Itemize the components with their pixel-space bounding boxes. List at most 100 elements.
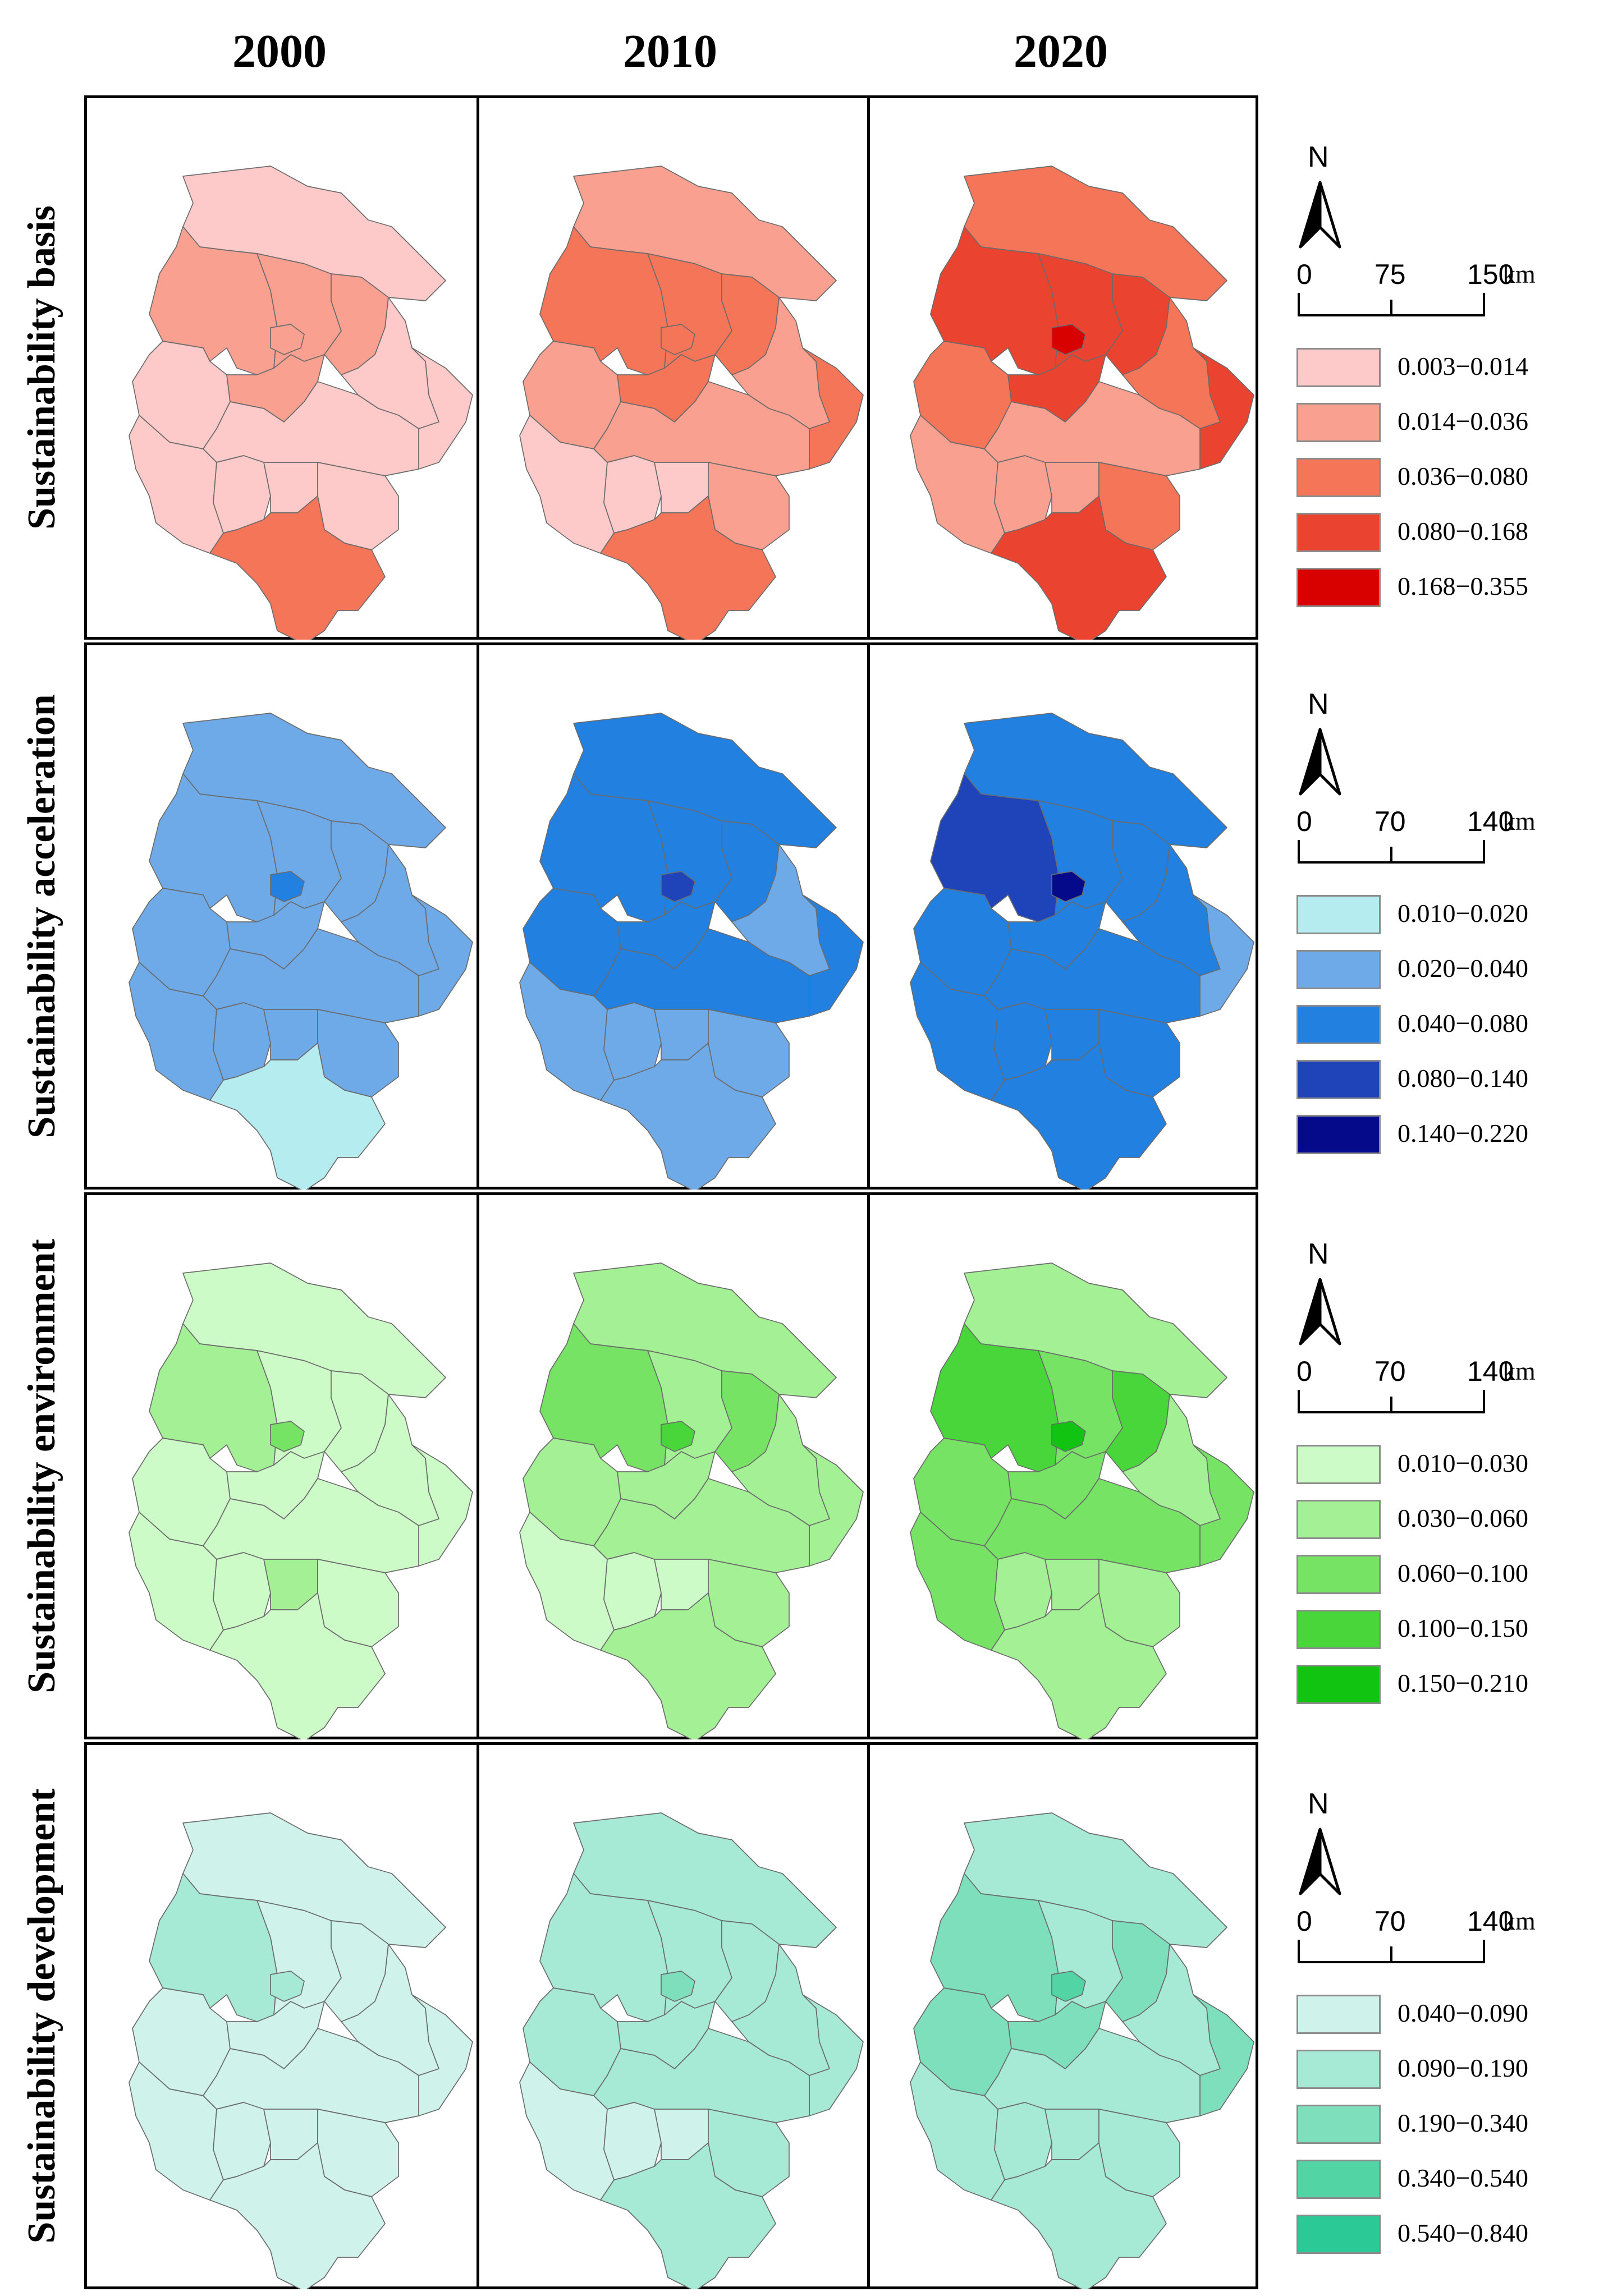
- scale-tick: [1298, 1390, 1300, 1413]
- region-northwest: [930, 773, 1059, 922]
- region-northwest: [539, 1873, 668, 2022]
- legend-swatch: [1296, 2160, 1381, 2199]
- scale-tick-label: 0: [1296, 259, 1312, 290]
- region-city-center: [1051, 1971, 1086, 2002]
- legend-range-label: 0.100−0.150: [1398, 1614, 1528, 1642]
- legend-swatch: [1296, 2050, 1381, 2089]
- panel-divider: [476, 645, 479, 1187]
- region-northwest: [539, 226, 668, 375]
- scale-tick: [1483, 840, 1485, 864]
- legend-acceleration: N 0 70 140 km 0.010−0.020 0.020−0.040 0.040−0.0…: [1285, 687, 1588, 1181]
- legend-swatch: [1296, 1445, 1381, 1484]
- scale-bar: 0 75 150 km: [1296, 258, 1545, 331]
- legend-swatch: [1296, 458, 1381, 497]
- legend-swatch: [1296, 403, 1381, 442]
- region-far-south: [600, 1592, 776, 1739]
- region-far-south: [209, 2142, 386, 2289]
- legend-range-label: 0.020−0.040: [1398, 954, 1528, 982]
- north-arrow-icon: [1299, 728, 1341, 796]
- map-acceleration-2020: [910, 713, 1254, 1190]
- panel-divider: [476, 98, 479, 637]
- map-environment-2000: [129, 1262, 473, 1739]
- row-label-acceleration: Sustainability acceleration: [20, 694, 63, 1138]
- map-environment-2020: [910, 1262, 1254, 1739]
- scale-tick-label: 140: [1467, 806, 1514, 837]
- scale-tick: [1483, 1940, 1485, 1963]
- region-far-south: [209, 1592, 386, 1739]
- panel-divider: [867, 1745, 870, 2286]
- map-development-2010: [519, 1812, 864, 2289]
- legend-swatch: [1296, 2215, 1381, 2254]
- legend-environment: N 0 70 140 km 0.010−0.030 0.030−0.060 0.060−0.1…: [1285, 1237, 1588, 1731]
- map-basis-2020: [910, 166, 1254, 640]
- scale-tick: [1298, 840, 1300, 864]
- scale-tick-label: 140: [1467, 1356, 1514, 1387]
- legend-range-label: 0.060−0.100: [1398, 1559, 1528, 1587]
- map-acceleration-2010: [519, 713, 864, 1190]
- scale-tick: [1483, 293, 1485, 316]
- north-arrow: N: [1298, 1237, 1365, 1383]
- map-basis-2010: [519, 166, 864, 640]
- row-label-basis: Sustainability basis: [20, 205, 63, 530]
- legend-swatch: [1296, 950, 1381, 989]
- scale-bar: 0 70 140 km: [1296, 1905, 1545, 1978]
- legend-range-label: 0.150−0.210: [1398, 1669, 1528, 1697]
- north-label: N: [1308, 688, 1329, 720]
- map-development-2020: [910, 1812, 1254, 2289]
- panel-divider: [476, 1745, 479, 2286]
- region-northwest: [539, 1323, 668, 1472]
- legend-swatch: [1296, 568, 1381, 607]
- scale-tick-label: 75: [1375, 259, 1406, 290]
- legend-range-label: 0.340−0.540: [1398, 2164, 1528, 2192]
- scale-tick-label: 70: [1375, 806, 1406, 837]
- north-arrow-icon: [1299, 181, 1341, 249]
- north-arrow-icon: [1299, 1827, 1341, 1895]
- legend-swatch: [1296, 1500, 1381, 1539]
- scale-bar: 0 70 140 km: [1296, 805, 1545, 878]
- region-city-center: [1051, 324, 1086, 355]
- legend-range-label: 0.003−0.014: [1398, 352, 1528, 380]
- legend-range-label: 0.168−0.355: [1398, 572, 1528, 600]
- region-far-south: [600, 2142, 776, 2289]
- scale-tick: [1390, 847, 1392, 864]
- region-far-south: [600, 1043, 776, 1190]
- scale-tick: [1483, 1390, 1485, 1413]
- scale-tick: [1390, 1946, 1392, 1963]
- north-label: N: [1308, 1788, 1329, 1820]
- region-city-center: [1051, 1421, 1086, 1452]
- panel-divider: [867, 98, 870, 637]
- region-city-center: [1051, 871, 1086, 902]
- region-northwest: [149, 226, 278, 375]
- legend-development: N 0 70 140 km 0.040−0.090 0.090−0.190 0.190−0.3…: [1285, 1787, 1588, 2281]
- scale-tick: [1298, 293, 1300, 316]
- scale-unit: km: [1502, 1357, 1536, 1385]
- legend-swatch: [1296, 1665, 1381, 1704]
- column-year-2000: 2000: [232, 25, 327, 77]
- region-far-south: [600, 495, 776, 640]
- region-northwest: [930, 1873, 1059, 2022]
- region-northwest: [149, 1873, 278, 2022]
- legend-swatch: [1296, 895, 1381, 934]
- scale-line: [1298, 1961, 1485, 1963]
- column-year-2020: 2020: [1014, 25, 1108, 77]
- north-arrow: N: [1298, 1787, 1365, 1933]
- region-far-south: [991, 2142, 1167, 2289]
- legend-swatch: [1296, 348, 1381, 387]
- north-arrow: N: [1298, 687, 1365, 833]
- scale-unit: km: [1502, 807, 1536, 835]
- scale-tick-label: 70: [1375, 1905, 1406, 1937]
- region-city-center: [661, 871, 695, 902]
- map-development-2000: [129, 1812, 473, 2289]
- legend-range-label: 0.090−0.190: [1398, 2054, 1528, 2082]
- scale-tick-label: 140: [1467, 1905, 1514, 1937]
- scale-line: [1298, 314, 1485, 316]
- scale-unit: km: [1502, 1907, 1536, 1935]
- legend-range-label: 0.080−0.168: [1398, 517, 1528, 545]
- legend-range-label: 0.010−0.020: [1398, 899, 1528, 927]
- scale-line: [1298, 861, 1485, 864]
- scale-tick-label: 0: [1296, 1356, 1312, 1387]
- legend-swatch: [1296, 513, 1381, 552]
- row-label-environment: Sustainability environment: [20, 1238, 63, 1693]
- map-basis-2000: [129, 166, 473, 640]
- legend-range-label: 0.080−0.140: [1398, 1064, 1528, 1092]
